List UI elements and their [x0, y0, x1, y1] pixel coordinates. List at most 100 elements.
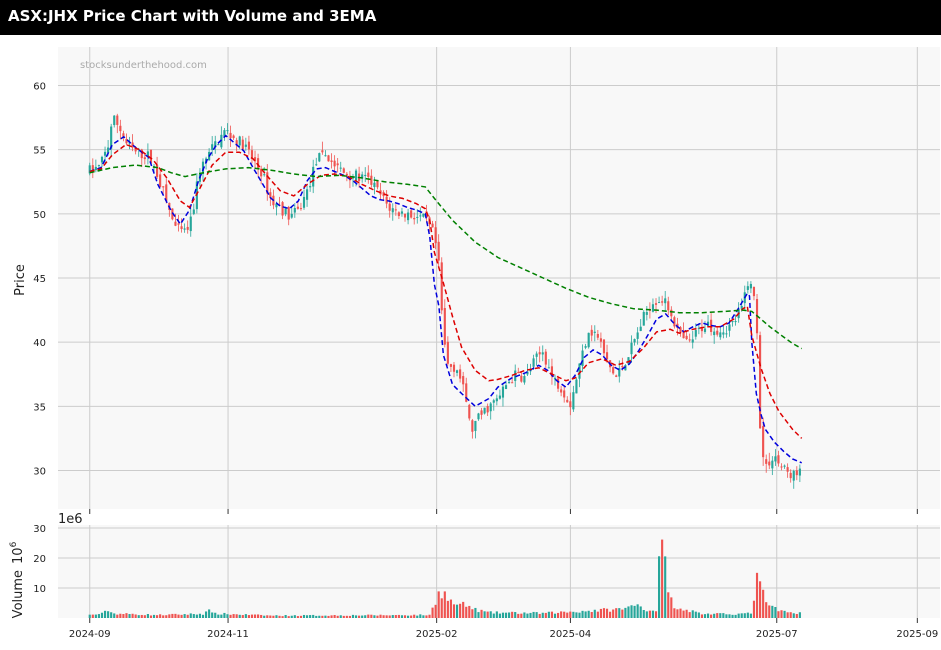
- volume-offset-text: 1e6: [58, 512, 83, 527]
- volume-bar: [281, 616, 284, 618]
- volume-bar: [636, 604, 639, 618]
- candle-body: [471, 420, 474, 432]
- candle-body: [253, 157, 257, 162]
- volume-bar: [116, 614, 119, 618]
- candle-body: [602, 339, 606, 354]
- candle-body: [556, 378, 560, 389]
- volume-bar: [143, 615, 146, 618]
- candle-body: [651, 304, 655, 312]
- x-tick-label: 2025-04: [550, 629, 592, 640]
- volume-bar: [419, 614, 422, 618]
- candle-body: [422, 213, 425, 217]
- volume-bar: [208, 609, 211, 618]
- candle-body: [232, 135, 235, 139]
- volume-bar: [575, 612, 578, 618]
- candle-body: [284, 208, 287, 215]
- candle-body: [116, 115, 119, 125]
- candle-body: [578, 363, 581, 379]
- candle-body: [765, 459, 768, 464]
- volume-bar: [302, 614, 306, 618]
- candle-body: [287, 206, 290, 220]
- candle-body: [266, 172, 269, 194]
- candle-body: [618, 368, 621, 377]
- volume-bar: [535, 612, 538, 618]
- volume-bar: [474, 607, 477, 618]
- volume-bar: [633, 605, 636, 618]
- volume-bar: [667, 592, 670, 618]
- volume-bar: [596, 611, 599, 618]
- title-bar: ASX:JHX Price Chart with Volume and 3EMA: [0, 0, 941, 35]
- volume-bar: [391, 615, 394, 618]
- volume-bar: [618, 608, 621, 618]
- candle-body: [462, 376, 465, 385]
- candle-body: [336, 163, 339, 166]
- volume-bar: [186, 614, 189, 618]
- volume-bar: [140, 614, 143, 618]
- volume-bar: [97, 614, 100, 618]
- volume-bar: [688, 612, 691, 618]
- x-axis-ticks: 2024-09 2024-11 2025-02 2025-04 2025-07 2025-…: [69, 618, 938, 640]
- volume-bar: [740, 613, 743, 618]
- volume-bar: [556, 612, 560, 618]
- volume-bar: [293, 615, 296, 618]
- volume-bar: [670, 597, 673, 618]
- candle-body: [569, 401, 572, 408]
- candle-body: [468, 404, 471, 419]
- candle-body: [186, 226, 189, 230]
- volume-bar: [694, 611, 697, 618]
- volume-bar: [407, 615, 410, 618]
- candle-body: [792, 470, 795, 481]
- volume-bar: [162, 615, 165, 618]
- candle-body: [480, 410, 483, 415]
- candle-body: [749, 283, 752, 289]
- volume-tick-label: 30: [33, 524, 46, 535]
- candle-body: [541, 352, 544, 355]
- volume-bar: [180, 614, 183, 618]
- candle-body: [391, 208, 394, 213]
- candle-body: [553, 377, 557, 380]
- volume-bar: [731, 614, 734, 618]
- candle-body: [605, 352, 609, 360]
- volume-bar: [431, 607, 434, 618]
- candle-body: [156, 164, 159, 177]
- volume-bar: [88, 614, 91, 618]
- candle-body: [627, 357, 630, 364]
- volume-bar: [498, 613, 501, 618]
- candle-body: [293, 207, 296, 213]
- candle-body: [440, 262, 443, 311]
- candlesticks: [88, 113, 801, 489]
- candle-body: [719, 332, 722, 338]
- candle-body: [180, 226, 183, 230]
- candle-body: [364, 174, 367, 177]
- candle-body: [716, 330, 719, 335]
- volume-bar: [428, 614, 431, 618]
- candle-body: [746, 286, 749, 290]
- volume-bar: [602, 608, 606, 618]
- volume-bar: [204, 611, 208, 618]
- volume-bar: [713, 613, 716, 618]
- candle-body: [688, 339, 691, 341]
- volume-axis-label-exponent-base: 10: [11, 547, 26, 564]
- volume-bar: [103, 610, 107, 618]
- volume-bar: [379, 614, 382, 618]
- volume-bar: [722, 613, 725, 618]
- volume-bar: [661, 539, 664, 618]
- candle-body: [235, 140, 238, 146]
- volume-bar: [156, 615, 159, 618]
- candle-body: [260, 168, 263, 177]
- candle-body: [526, 371, 529, 375]
- candle-body: [682, 330, 685, 339]
- volume-bar: [682, 610, 685, 618]
- candle-body: [437, 241, 440, 261]
- volume-bar: [364, 615, 367, 618]
- candle-body: [140, 149, 143, 159]
- volume-bar: [725, 614, 728, 618]
- volume-bar: [541, 612, 544, 618]
- volume-bar: [397, 614, 400, 618]
- volume-bar: [122, 614, 125, 618]
- x-tick-label: 2025-02: [416, 629, 458, 640]
- volume-bar: [465, 606, 468, 618]
- candle-body: [318, 153, 321, 162]
- candle-body: [455, 370, 459, 373]
